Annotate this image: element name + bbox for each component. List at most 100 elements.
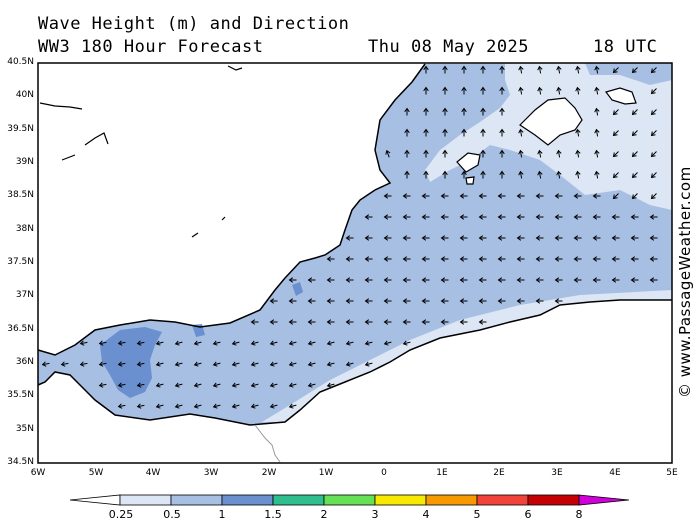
direction-arrow [516,298,525,304]
direction-arrow [402,193,411,199]
direction-arrow [499,86,505,95]
direction-arrow [594,149,600,158]
direction-arrow [442,86,448,95]
direction-arrow [79,361,88,367]
direction-arrow [478,298,487,304]
direction-arrow [535,256,544,262]
direction-arrow [383,319,392,325]
direction-arrow [326,277,335,283]
direction-arrow [611,256,620,262]
colorbar-segment [476,494,529,506]
direction-arrow [650,109,657,116]
direction-arrow [556,149,562,158]
direction-arrow [383,256,392,262]
direction-arrow [250,361,259,367]
direction-arrow [212,361,221,367]
direction-arrow [288,298,297,304]
direction-arrow [442,170,448,179]
direction-arrow [364,361,373,367]
direction-arrow [650,67,657,74]
direction-arrow [212,382,221,388]
colorbar-label: 5 [473,508,481,521]
direction-arrow [499,149,505,158]
lat-label: 37.5N [7,257,34,267]
lat-label: 38N [15,224,34,234]
direction-arrow [442,128,448,137]
direction-arrow [402,319,411,325]
direction-arrow [269,403,278,409]
direction-arrow [516,193,525,199]
direction-arrow [345,235,354,241]
lat-label: 35N [15,424,34,434]
direction-arrow [326,319,335,325]
direction-arrow [630,277,639,283]
direction-arrow [421,319,430,325]
direction-arrow [575,128,581,137]
lat-label: 36N [15,357,34,367]
direction-arrow [630,235,639,241]
direction-arrow [556,170,562,179]
direction-arrow [421,277,430,283]
direction-arrow [442,149,448,158]
direction-arrow [269,298,278,304]
lat-label: 40.5N [7,57,34,67]
direction-arrow [575,65,581,74]
colorbar-segment [425,494,478,506]
direction-arrow [461,65,467,74]
forecast-label: WW3 180 Hour Forecast [38,37,264,57]
direction-arrow [288,361,297,367]
direction-arrow [383,235,392,241]
direction-arrow [442,65,448,74]
direction-arrow [288,277,297,283]
direction-arrow [440,319,449,325]
direction-arrow [364,319,373,325]
direction-arrow [269,340,278,346]
direction-arrow [307,340,316,346]
direction-arrow [174,361,183,367]
colorbar-segment [272,494,325,506]
direction-arrow [345,361,354,367]
border-line [254,424,281,463]
direction-arrow [650,130,657,137]
direction-arrow [345,277,354,283]
colorbar-segment [578,494,630,506]
direction-arrow [575,86,581,95]
direction-arrow [650,88,657,95]
lat-label: 37N [15,290,34,300]
direction-arrow [364,277,373,283]
direction-arrow [518,86,524,95]
direction-arrow [537,170,543,179]
direction-arrow [592,214,601,220]
direction-arrow [326,340,335,346]
lon-label: 2W [261,468,277,478]
direction-arrow [402,214,411,220]
direction-arrow [611,235,620,241]
direction-arrow [499,65,505,74]
direction-arrow [461,86,467,95]
direction-arrow [649,214,658,220]
colorbar-label: 2 [320,508,328,521]
direction-arrow [402,298,411,304]
ibiza-island [456,152,481,173]
direction-arrow [612,109,619,116]
direction-arrow [478,214,487,220]
direction-arrow [554,193,563,199]
direction-arrow [594,86,600,95]
lon-label: 2E [493,468,505,478]
spain-coastline [37,63,426,356]
direction-arrow [535,277,544,283]
lon-label: 5W [88,468,104,478]
direction-arrow [612,193,619,200]
direction-arrow [535,235,544,241]
africa-coastline [37,299,672,426]
direction-arrow [288,382,297,388]
colorbar-label: 1 [218,508,226,521]
lat-label: 40N [15,90,34,100]
direction-arrow [404,128,410,137]
direction-arrow [650,193,657,200]
direction-arrow [459,298,468,304]
direction-arrow [307,382,316,388]
direction-arrow [136,403,145,409]
map-area [37,62,673,464]
direction-arrow [478,319,487,325]
